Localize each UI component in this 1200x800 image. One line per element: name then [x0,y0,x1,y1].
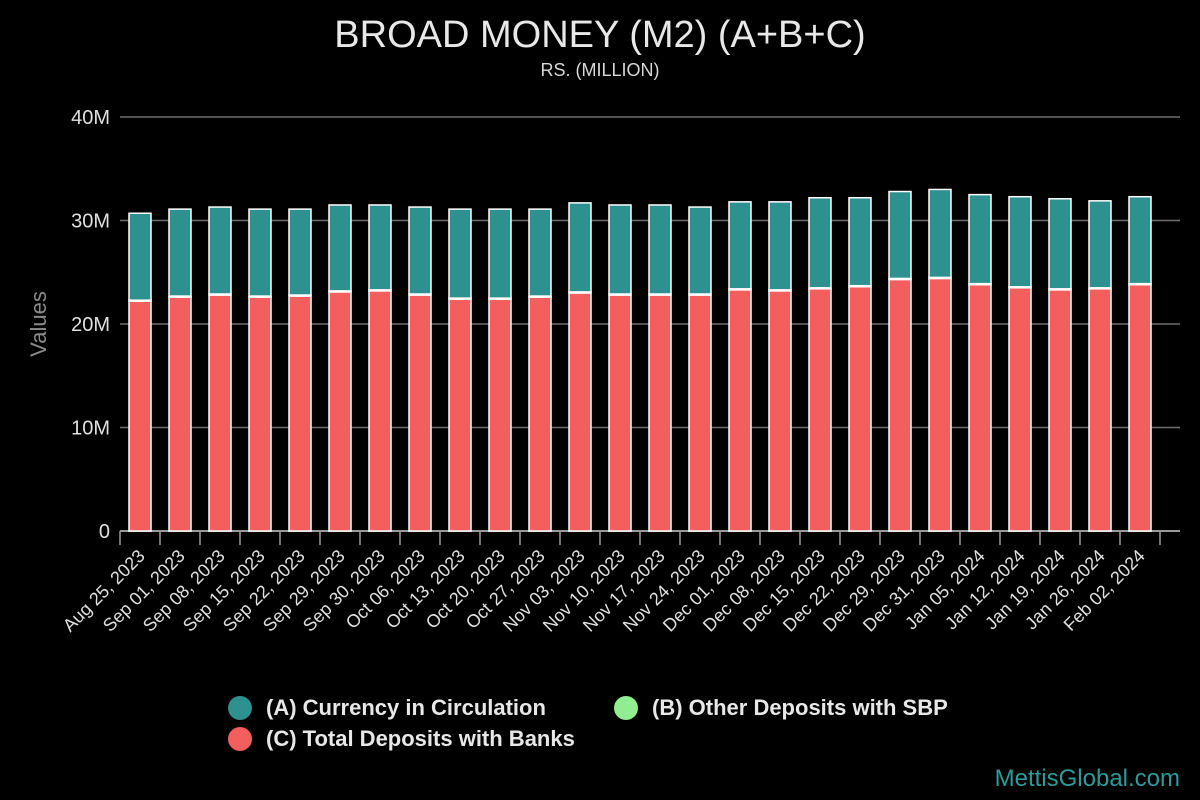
bar-segment [768,290,792,532]
bar-segment [768,201,792,291]
bar-segment [1048,198,1072,290]
legend-label-other-deposits: (B) Other Deposits with SBP [652,695,948,720]
bar-segment [728,289,752,532]
legend-swatch-total-deposits [228,727,252,751]
legend-item-other-deposits[interactable]: (B) Other Deposits with SBP [614,694,948,722]
bar-segment [368,290,392,532]
chart-legend: (A) Currency in Circulation (B) Other De… [228,694,1028,758]
y-tick-label: 20M [71,314,110,336]
legend-swatch-currency [228,696,252,720]
bar-segment [568,202,592,293]
legend-item-total-deposits[interactable]: (C) Total Deposits with Banks [228,725,575,753]
bar-segment [968,193,992,285]
legend-item-currency[interactable]: (A) Currency in Circulation [228,694,546,722]
bar-segment [1128,283,1152,532]
bar-segment [568,292,592,532]
bar-segment [608,204,632,295]
bar-segment [168,208,192,297]
bar-segment [728,201,752,290]
legend-label-total-deposits: (C) Total Deposits with Banks [266,726,575,751]
y-tick-label: 0 [99,521,110,543]
bar-segment [808,288,832,532]
bar-segment [848,196,872,287]
bar-segment [1088,200,1112,289]
bar-segment [248,208,272,297]
bar-segment [448,298,472,532]
bar-segment [528,296,552,532]
bar-segment [328,204,352,292]
bar-segment [408,294,432,532]
chart-title: BROAD MONEY (M2) (A+B+C) [334,14,866,56]
bar-segment [328,291,352,532]
legend-swatch-other-deposits [614,696,638,720]
bar-segment [928,277,952,532]
bar-segment [928,188,952,279]
bar-segment [688,206,712,295]
bar-segment [248,296,272,532]
bar-segment [488,298,512,532]
y-tick-label: 30M [71,211,110,233]
bar-segment [128,300,152,532]
bar-segment [888,278,912,532]
bar-segment [408,206,432,295]
bar-segment [648,294,672,532]
bar-segment [1128,195,1152,285]
bar-segment [848,285,872,532]
bar-segment [288,208,312,296]
bar-segment [1008,195,1032,288]
bar-segment [808,196,832,289]
bar-segment [208,294,232,532]
y-tick-label: 10M [71,418,110,440]
bar-segment [688,294,712,532]
watermark-link[interactable]: MettisGlobal.com [994,765,1180,792]
bar-segment [968,283,992,532]
bar-segment [648,204,672,295]
bar-segment [208,206,232,295]
bar-segment [288,295,312,532]
bar-segment [528,208,552,297]
bar-segment [448,208,472,299]
bar-segment [168,296,192,532]
y-tick-label: 40M [71,107,110,129]
bar-segment [608,294,632,532]
bar-segment [128,212,152,301]
bar-segment [1088,288,1112,532]
bar-segment [1008,287,1032,532]
bar-segment [1048,289,1072,532]
bar-segment [488,208,512,299]
chart-subtitle: RS. (MILLION) [540,60,660,80]
bar-segment [888,190,912,280]
y-axis-title: Values [26,291,51,357]
legend-label-currency: (A) Currency in Circulation [266,695,546,720]
bar-segment [368,204,392,291]
